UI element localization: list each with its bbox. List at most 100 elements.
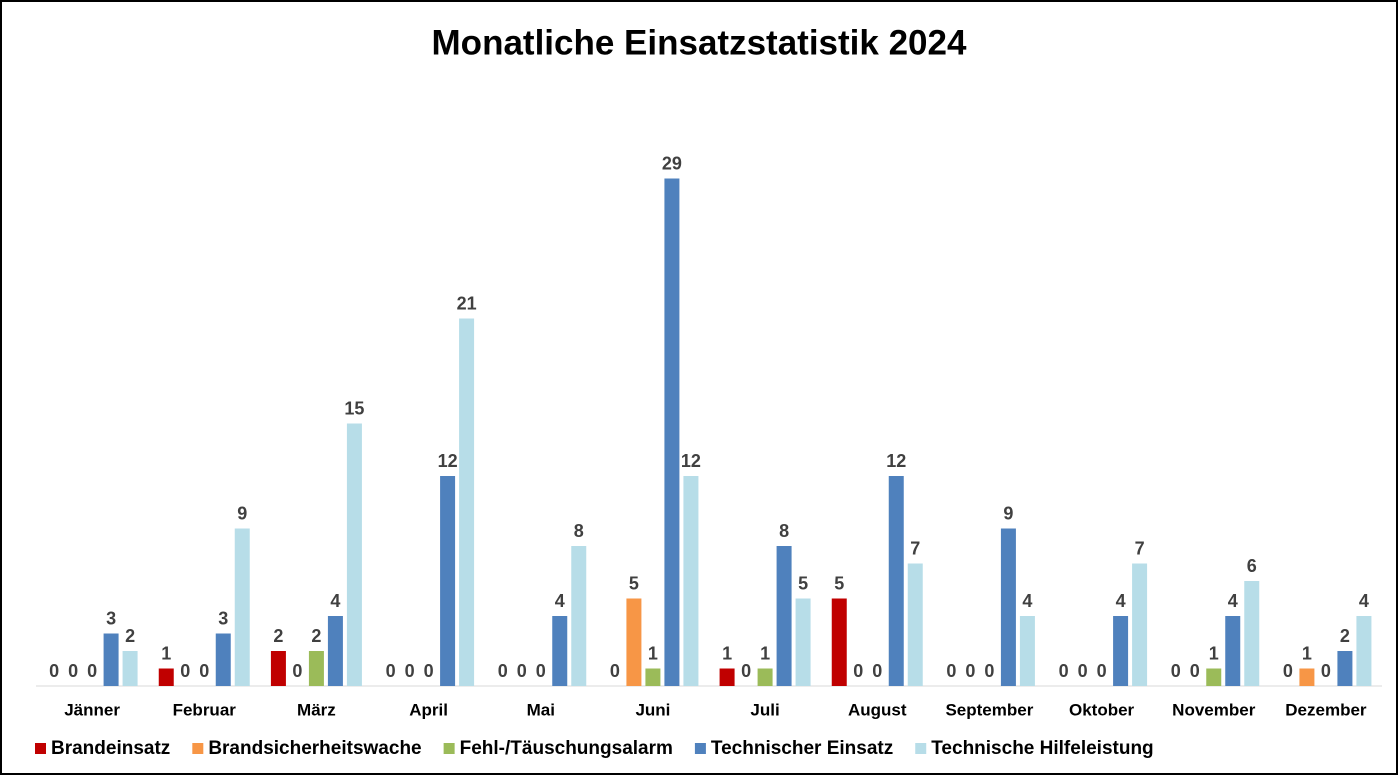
bar (1244, 581, 1260, 686)
bar (327, 616, 343, 686)
legend-label: Brandeinsatz (51, 738, 170, 759)
bar (1019, 616, 1035, 686)
data-label: 0 (1078, 661, 1088, 681)
bar (626, 598, 642, 686)
x-tick-label: Dezember (1285, 700, 1367, 719)
bar (719, 668, 735, 686)
data-label: 0 (1283, 661, 1293, 681)
data-label: 0 (965, 661, 975, 681)
data-label: 2 (273, 626, 283, 646)
legend-label: Technische Hilfeleistung (931, 738, 1153, 759)
data-label: 0 (199, 661, 209, 681)
data-label: 4 (555, 591, 565, 611)
data-label: 4 (1116, 591, 1126, 611)
data-label: 0 (1097, 661, 1107, 681)
bar (1206, 668, 1222, 686)
bar (308, 651, 324, 686)
data-label: 4 (1228, 591, 1238, 611)
data-label: 0 (946, 661, 956, 681)
x-tick-label: Juli (750, 700, 779, 719)
data-label: 4 (1359, 591, 1369, 611)
bar (1000, 528, 1016, 686)
bar (158, 668, 174, 686)
x-tick-label: Jänner (64, 700, 120, 719)
data-label: 0 (180, 661, 190, 681)
legend-swatch (443, 743, 455, 754)
bar (776, 546, 792, 686)
data-label: 3 (218, 608, 228, 628)
x-tick-label: Mai (527, 700, 555, 719)
data-label: 15 (344, 398, 364, 418)
bar (440, 476, 456, 686)
bar (888, 476, 904, 686)
data-label: 9 (237, 503, 247, 523)
x-tick-label: Oktober (1069, 700, 1135, 719)
data-label: 8 (779, 521, 789, 541)
bar (907, 563, 923, 686)
data-label: 0 (68, 661, 78, 681)
data-label: 7 (1135, 538, 1145, 558)
data-label: 0 (1171, 661, 1181, 681)
legend-swatch (915, 743, 927, 754)
data-label: 0 (872, 661, 882, 681)
bar (683, 476, 699, 686)
bar (552, 616, 568, 686)
data-label: 12 (886, 451, 906, 471)
data-label: 1 (1209, 643, 1219, 663)
bar (571, 546, 587, 686)
data-label: 0 (1321, 661, 1331, 681)
bar (1113, 616, 1129, 686)
bar (103, 633, 119, 686)
x-tick-label: April (409, 700, 448, 719)
bar (1356, 616, 1372, 686)
data-label: 0 (536, 661, 546, 681)
data-label: 4 (330, 591, 340, 611)
x-tick-label: Februar (173, 700, 237, 719)
data-label: 5 (834, 573, 844, 593)
x-tick-label: November (1172, 700, 1256, 719)
data-label: 0 (386, 661, 396, 681)
data-label: 0 (49, 661, 59, 681)
legend-swatch (694, 743, 706, 754)
bar (1225, 616, 1241, 686)
data-label: 1 (1302, 643, 1312, 663)
data-label: 21 (457, 293, 477, 313)
chart-title: Monatliche Einsatzstatistik 2024 (432, 23, 967, 62)
data-label: 0 (424, 661, 434, 681)
data-label: 1 (648, 643, 658, 663)
data-label: 12 (681, 451, 701, 471)
data-label: 9 (1003, 503, 1013, 523)
data-label: 0 (292, 661, 302, 681)
data-label: 1 (161, 643, 171, 663)
x-tick-label: August (848, 700, 907, 719)
data-label: 1 (760, 643, 770, 663)
data-label: 0 (853, 661, 863, 681)
bar (1337, 651, 1353, 686)
data-label: 3 (106, 608, 116, 628)
data-label: 1 (722, 643, 732, 663)
data-label: 2 (311, 626, 321, 646)
data-label: 29 (662, 153, 682, 173)
bar (215, 633, 231, 686)
bar (270, 651, 286, 686)
legend-label: Brandsicherheitswache (208, 738, 421, 759)
bar (346, 423, 362, 686)
bar (234, 528, 250, 686)
data-label: 4 (1022, 591, 1032, 611)
data-label: 5 (798, 573, 808, 593)
data-label: 5 (629, 573, 639, 593)
bar (459, 318, 475, 686)
bar (645, 668, 661, 686)
data-label: 0 (984, 661, 994, 681)
data-label: 0 (610, 661, 620, 681)
data-label: 7 (910, 538, 920, 558)
data-label: 8 (574, 521, 584, 541)
data-label: 6 (1247, 556, 1257, 576)
data-label: 0 (1059, 661, 1069, 681)
bar (795, 598, 811, 686)
x-tick-label: März (297, 700, 336, 719)
legend-swatch (192, 743, 204, 754)
bar (757, 668, 773, 686)
data-label: 2 (1340, 626, 1350, 646)
